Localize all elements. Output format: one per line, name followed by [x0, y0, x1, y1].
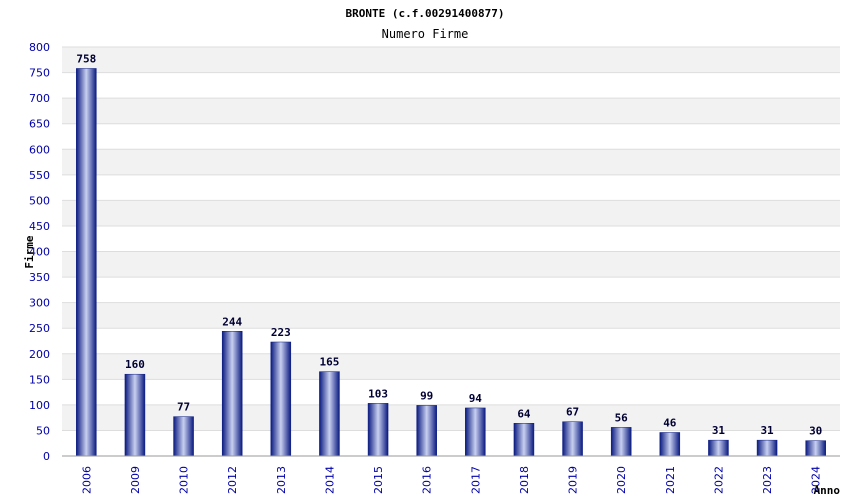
- y-tick-label: 0: [43, 450, 50, 463]
- y-tick-label: 600: [29, 143, 50, 156]
- y-tick-label: 500: [29, 194, 50, 207]
- value-label: 56: [615, 411, 629, 424]
- value-label: 244: [222, 315, 242, 328]
- bar-2024: [805, 440, 826, 457]
- bar-2013: [270, 341, 292, 457]
- x-tick-label: 2019: [567, 466, 580, 494]
- x-tick-label: 2020: [615, 466, 628, 494]
- y-tick-label: 150: [29, 373, 50, 386]
- x-tick-label: 2009: [129, 466, 142, 494]
- bar-2009: [124, 373, 146, 457]
- grid-band: [62, 149, 840, 175]
- y-tick-label: 450: [29, 220, 50, 233]
- bar-2022: [708, 439, 729, 457]
- grid-bands: [62, 47, 840, 431]
- bar-2019: [562, 421, 583, 457]
- x-tick-label: 2015: [372, 466, 385, 494]
- y-tick-label: 350: [29, 271, 50, 284]
- gridlines: [62, 46, 840, 457]
- x-tick-label: 2014: [323, 466, 336, 494]
- y-tick-label: 650: [29, 118, 50, 131]
- value-label: 31: [712, 424, 726, 437]
- y-tick-label: 200: [29, 348, 50, 361]
- value-label: 165: [320, 356, 340, 369]
- chart-title: BRONTE (c.f.00291400877): [346, 7, 505, 20]
- value-labels: 758 160 77 244 223 165 103 99 94 64 67 56 46 31 31 30: [76, 52, 822, 437]
- grid-band: [62, 353, 840, 380]
- grid-band: [62, 47, 840, 73]
- value-label: 758: [76, 52, 96, 65]
- y-tick-label: 250: [29, 322, 50, 335]
- grid-band: [62, 200, 840, 226]
- value-label: 94: [469, 392, 483, 405]
- y-axis-ticks: 0 50 100 150 200 250 300 350 400 450 500 550 600 650 7…: [29, 41, 50, 463]
- y-tick-label: 750: [29, 67, 50, 80]
- y-tick-label: 400: [29, 246, 50, 259]
- x-tick-label: 2013: [275, 466, 288, 494]
- x-tick-label: 2010: [178, 466, 191, 494]
- y-tick-label: 700: [29, 92, 50, 105]
- bar-2015: [367, 403, 389, 457]
- grid-band: [62, 98, 840, 124]
- bar-2010: [173, 416, 194, 457]
- value-label: 46: [663, 416, 677, 429]
- y-tick-label: 300: [29, 297, 50, 310]
- x-tick-label: 2023: [761, 466, 774, 494]
- x-tick-label: 2024: [810, 466, 823, 494]
- value-label: 67: [566, 406, 579, 419]
- bar-2014: [319, 371, 340, 457]
- value-label: 77: [177, 401, 190, 414]
- bar-2006: [76, 68, 97, 457]
- value-label: 160: [125, 358, 145, 371]
- x-tick-label: 2006: [80, 466, 93, 494]
- grid-band: [62, 302, 840, 329]
- x-tick-label: 2016: [421, 466, 434, 494]
- value-label: 30: [809, 425, 822, 438]
- y-tick-label: 100: [29, 399, 50, 412]
- x-axis-label: Anno: [814, 484, 841, 497]
- value-label: 223: [271, 326, 291, 339]
- bar-2012: [221, 331, 243, 457]
- value-label: 103: [368, 387, 388, 400]
- y-tick-label: 800: [29, 41, 50, 54]
- bar-2020: [610, 427, 632, 457]
- y-tick-label: 550: [29, 169, 50, 182]
- x-tick-label: 2022: [712, 466, 725, 494]
- bars: [76, 68, 826, 457]
- value-label: 64: [517, 407, 531, 420]
- bar-2023: [756, 439, 778, 457]
- x-tick-label: 2017: [469, 466, 482, 494]
- x-axis-ticks: 2006 2009 2010 2012 2013 2014 2015 2016 2017 2018…: [80, 466, 822, 494]
- x-tick-label: 2021: [664, 466, 677, 494]
- y-axis-label: Firme: [23, 235, 36, 268]
- value-label: 99: [420, 389, 433, 402]
- bar-2016: [416, 405, 437, 457]
- bar-2018: [513, 423, 535, 457]
- value-label: 31: [760, 424, 774, 437]
- x-tick-label: 2012: [226, 466, 239, 494]
- x-tick-label: 2018: [518, 466, 531, 494]
- grid-band: [62, 251, 840, 278]
- bar-2017: [465, 407, 486, 457]
- chart-subtitle: Numero Firme: [382, 27, 469, 41]
- bar-2021: [659, 432, 681, 457]
- y-tick-label: 50: [36, 424, 50, 437]
